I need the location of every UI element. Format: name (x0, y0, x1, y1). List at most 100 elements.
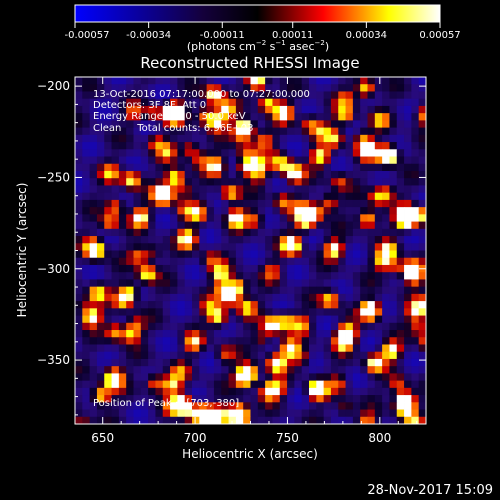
heatmap-cell (323, 228, 332, 237)
heatmap-cell (133, 272, 142, 280)
heatmap-cell (301, 322, 310, 331)
heatmap-cell (411, 286, 420, 295)
heatmap-cell (111, 257, 120, 266)
heatmap-cell (301, 228, 310, 237)
heatmap-cell (96, 373, 105, 382)
heatmap-cell (367, 120, 376, 129)
heatmap-cell (265, 264, 273, 273)
heatmap-cell (75, 409, 83, 418)
heatmap-cell (287, 221, 295, 230)
heatmap-cell (287, 344, 295, 353)
heatmap-cell (265, 322, 273, 331)
heatmap-cell (279, 113, 288, 121)
heatmap-cell (250, 351, 259, 360)
heatmap-cell (309, 344, 317, 353)
heatmap-cell (140, 163, 149, 172)
heatmap-cell (404, 279, 412, 288)
heatmap-cell (294, 243, 303, 251)
heatmap-cell (192, 105, 200, 114)
heatmap-cell (126, 322, 134, 331)
heatmap-cell (75, 330, 83, 338)
heatmap-cell (118, 373, 127, 382)
heatmap-cell (374, 272, 383, 280)
heatmap-cell (257, 337, 266, 345)
heatmap-cell (155, 308, 164, 316)
heatmap-cell (418, 373, 426, 382)
heatmap-cell (272, 402, 281, 410)
heatmap-cell (294, 387, 303, 396)
heatmap-cell (411, 156, 420, 165)
heatmap-cell (104, 142, 112, 150)
heatmap-cell (89, 279, 98, 288)
heatmap-cell (323, 113, 332, 121)
heatmap-cell (184, 207, 193, 215)
heatmap-cell (396, 156, 405, 165)
heatmap-cell (404, 330, 412, 338)
heatmap-cell (228, 257, 237, 266)
heatmap-cell (294, 170, 303, 179)
heatmap-cell (352, 178, 361, 186)
heatmap-cell (338, 77, 346, 85)
heatmap-cell (148, 322, 156, 331)
heatmap-cell (235, 84, 244, 92)
heatmap-cell (279, 149, 288, 157)
heatmap-cell (104, 301, 112, 309)
heatmap-cell (389, 170, 398, 179)
heatmap-cell (374, 221, 383, 230)
heatmap-cell (192, 279, 200, 288)
heatmap-cell (140, 98, 149, 107)
heatmap-cell (184, 185, 193, 194)
heatmap-cell (309, 84, 317, 92)
heatmap-cell (367, 387, 376, 396)
heatmap-cell (206, 113, 215, 121)
heatmap-cell (316, 416, 325, 424)
heatmap-cell (338, 142, 346, 150)
heatmap-cell (235, 373, 244, 382)
heatmap-cell (155, 301, 164, 309)
heatmap-cell (418, 134, 426, 143)
heatmap-cell (367, 113, 376, 121)
heatmap-cell (170, 91, 178, 100)
heatmap-cell (316, 207, 325, 215)
heatmap-cell (287, 91, 295, 100)
heatmap-cell (89, 113, 98, 121)
heatmap-cell (148, 272, 156, 280)
heatmap-cell (206, 105, 215, 114)
heatmap-cell (82, 243, 91, 251)
heatmap-cell (82, 402, 91, 410)
heatmap-cell (184, 272, 193, 280)
heatmap-cell (126, 134, 134, 143)
heatmap-cell (89, 134, 98, 143)
heatmap-cell (140, 257, 149, 266)
heatmap-cell (309, 264, 317, 273)
heatmap-cell (148, 84, 156, 92)
heatmap-cell (228, 301, 237, 309)
heatmap-cell (140, 149, 149, 157)
heatmap-cell (82, 366, 91, 374)
heatmap-cell (199, 120, 208, 129)
heatmap-cell (360, 301, 368, 309)
heatmap-cell (75, 387, 83, 396)
heatmap-cell (235, 358, 244, 367)
heatmap-cell (316, 243, 325, 251)
heatmap-cell (338, 366, 346, 374)
heatmap-cell (382, 358, 390, 367)
heatmap-cell (352, 98, 361, 107)
heatmap-cell (104, 228, 112, 237)
heatmap-cell (177, 344, 186, 353)
heatmap-cell (404, 236, 412, 244)
heatmap-cell (382, 84, 390, 92)
heatmap-cell (75, 279, 83, 288)
heatmap-cell (396, 221, 405, 230)
heatmap-cell (418, 272, 426, 280)
heatmap-cell (316, 199, 325, 208)
heatmap-cell (228, 272, 237, 280)
heatmap-cell (96, 91, 105, 100)
heatmap-cell (309, 286, 317, 295)
heatmap-cell (126, 77, 134, 85)
heatmap-cell (192, 308, 200, 316)
heatmap-cell (316, 77, 325, 85)
heatmap-cell (396, 315, 405, 324)
heatmap-cell (228, 337, 237, 345)
heatmap-cell (301, 236, 310, 244)
